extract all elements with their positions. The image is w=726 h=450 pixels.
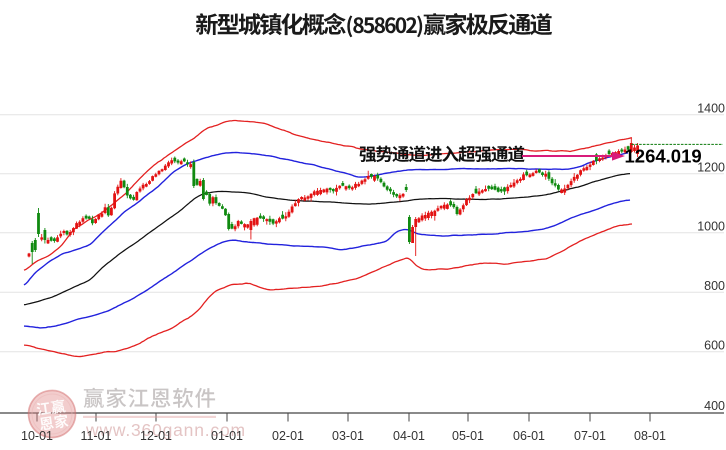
svg-text:04-01: 04-01: [393, 429, 425, 443]
svg-text:06-01: 06-01: [513, 429, 545, 443]
svg-text:1200: 1200: [697, 161, 725, 175]
svg-text:03-01: 03-01: [332, 429, 364, 443]
svg-text:400: 400: [704, 399, 725, 413]
svg-text:800: 800: [704, 279, 725, 293]
svg-text:12-01: 12-01: [140, 429, 172, 443]
svg-text:www.360gann.com: www.360gann.com: [85, 420, 246, 440]
svg-text:1400: 1400: [697, 102, 725, 116]
svg-text:600: 600: [704, 339, 725, 353]
svg-text:01-01: 01-01: [211, 429, 243, 443]
svg-text:1264.019: 1264.019: [625, 146, 702, 167]
svg-text:05-01: 05-01: [452, 429, 484, 443]
svg-text:02-01: 02-01: [272, 429, 304, 443]
svg-text:10-01: 10-01: [21, 429, 53, 443]
svg-text:07-01: 07-01: [574, 429, 606, 443]
svg-text:11-01: 11-01: [80, 429, 111, 443]
svg-text:1000: 1000: [697, 220, 725, 234]
svg-text:08-01: 08-01: [634, 429, 666, 443]
